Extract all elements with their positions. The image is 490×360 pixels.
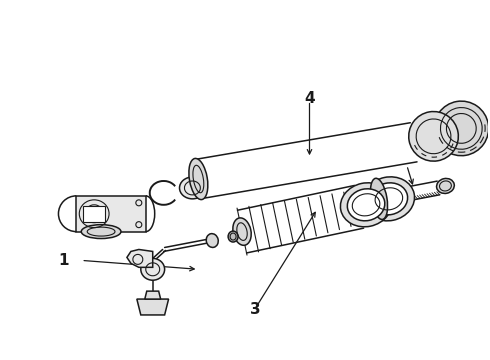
Text: 2: 2 bbox=[413, 142, 424, 157]
Polygon shape bbox=[76, 196, 146, 231]
Ellipse shape bbox=[341, 183, 392, 227]
Polygon shape bbox=[127, 249, 153, 267]
Text: 3: 3 bbox=[249, 302, 260, 317]
Ellipse shape bbox=[409, 112, 458, 161]
Ellipse shape bbox=[370, 178, 388, 220]
Polygon shape bbox=[145, 291, 161, 299]
Text: 4: 4 bbox=[304, 91, 315, 106]
Ellipse shape bbox=[370, 183, 408, 215]
Polygon shape bbox=[137, 299, 169, 315]
Ellipse shape bbox=[434, 101, 489, 156]
Ellipse shape bbox=[81, 225, 121, 239]
Polygon shape bbox=[83, 206, 105, 222]
Ellipse shape bbox=[206, 234, 218, 247]
Ellipse shape bbox=[437, 179, 454, 193]
Ellipse shape bbox=[347, 189, 385, 221]
Ellipse shape bbox=[363, 177, 415, 221]
Ellipse shape bbox=[228, 231, 238, 242]
Ellipse shape bbox=[189, 158, 208, 199]
Ellipse shape bbox=[233, 218, 251, 245]
Ellipse shape bbox=[141, 258, 165, 280]
Ellipse shape bbox=[179, 177, 205, 199]
Text: 1: 1 bbox=[58, 253, 69, 268]
